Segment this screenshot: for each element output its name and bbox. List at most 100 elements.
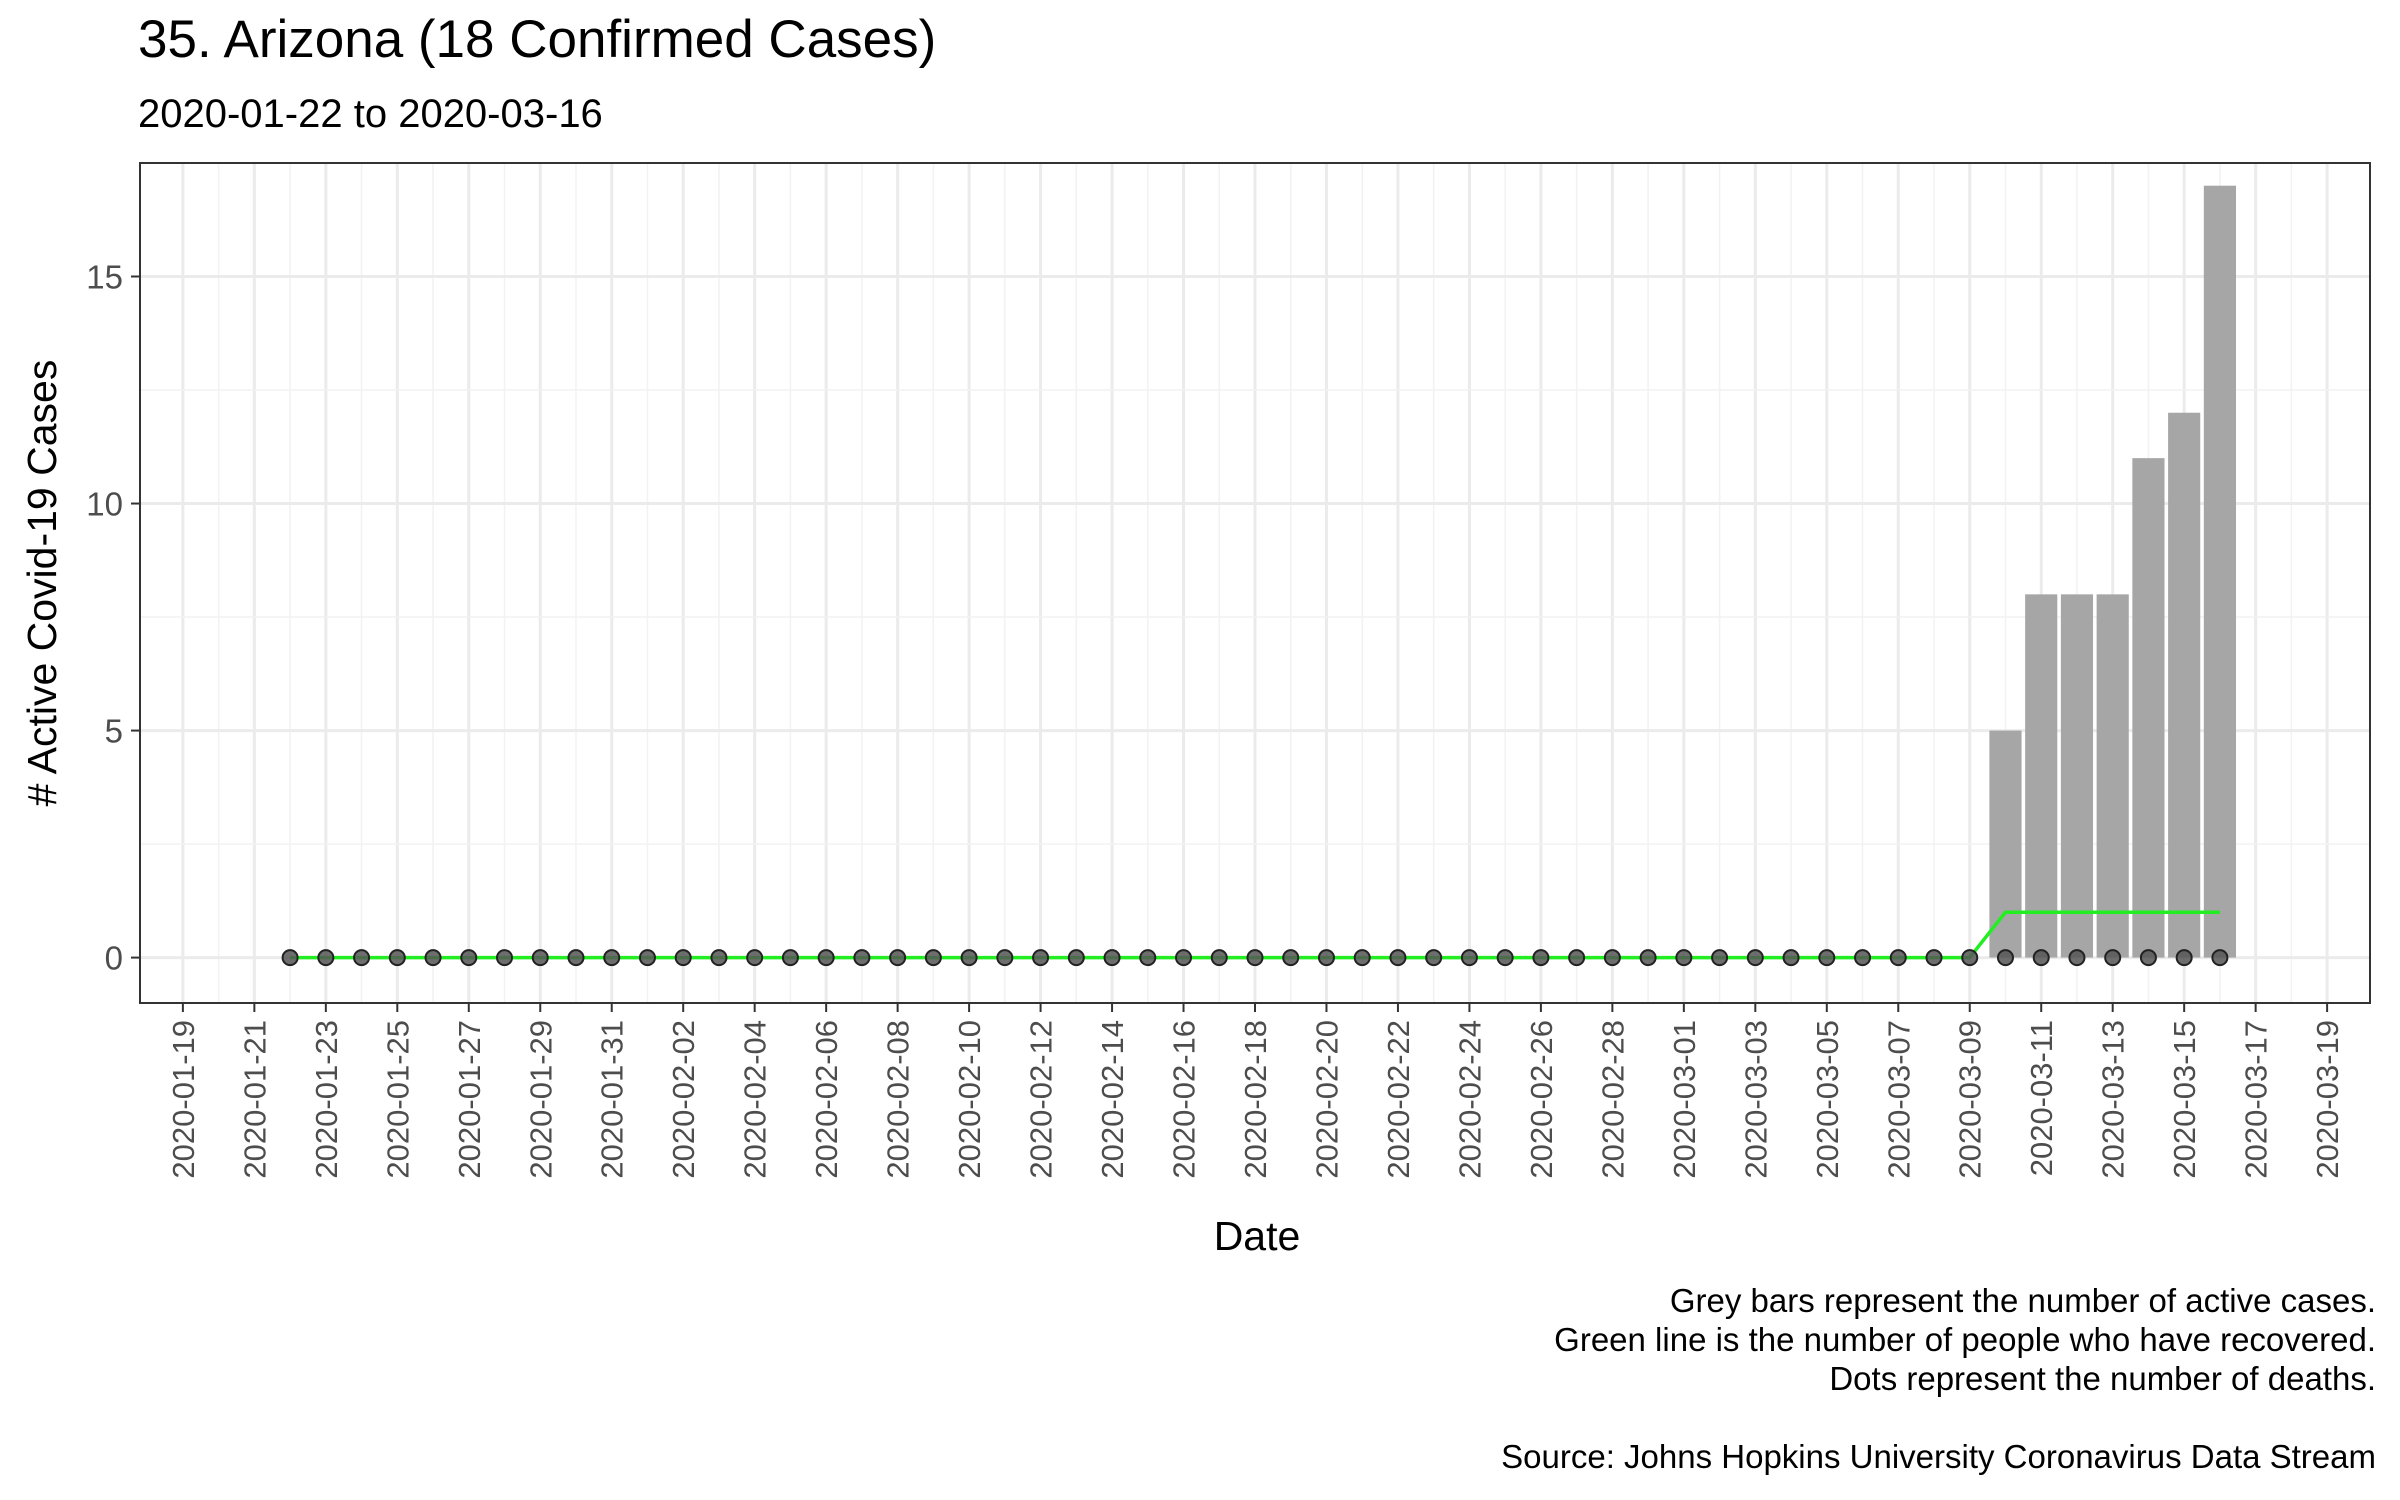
death-point xyxy=(1460,949,1478,967)
death-point xyxy=(1210,949,1228,967)
death-point xyxy=(638,949,656,967)
y-tick-label: 0 xyxy=(105,940,123,977)
active-cases-bar xyxy=(2096,594,2129,958)
y-tick-label: 10 xyxy=(86,486,123,523)
death-point xyxy=(781,949,799,967)
y-axis: 0 5 10 15 xyxy=(86,259,140,977)
x-tick-label: 2020-01-27 xyxy=(452,1020,487,1179)
y-axis-title: # Active Covid-19 Cases xyxy=(19,360,65,807)
death-point xyxy=(746,949,764,967)
x-tick-label: 2020-03-19 xyxy=(2310,1020,2345,1179)
death-point xyxy=(1746,949,1764,967)
caption-line: Source: Johns Hopkins University Coronav… xyxy=(1501,1438,2376,1475)
death-point xyxy=(1067,949,1085,967)
death-point xyxy=(710,949,728,967)
death-point xyxy=(1854,949,1872,967)
death-point xyxy=(996,949,1014,967)
death-point xyxy=(1996,949,2014,967)
death-point xyxy=(1818,949,1836,967)
x-tick-label: 2020-03-11 xyxy=(2024,1020,2059,1176)
caption: Grey bars represent the number of active… xyxy=(1501,1282,2376,1475)
death-point xyxy=(353,949,371,967)
x-axis: 2020-01-19 2020-01-21 2020-01-23 2020-01-25… xyxy=(166,1003,2345,1179)
death-point xyxy=(1103,949,1121,967)
x-tick-label: 2020-02-18 xyxy=(1238,1020,1273,1179)
y-tick-label: 5 xyxy=(105,713,123,750)
death-point xyxy=(1032,949,1050,967)
x-tick-label: 2020-02-28 xyxy=(1595,1020,1630,1179)
death-point xyxy=(424,949,442,967)
caption-line: Dots represent the number of deaths. xyxy=(1829,1360,2376,1397)
death-point xyxy=(817,949,835,967)
death-point xyxy=(1675,949,1693,967)
death-point xyxy=(1603,949,1621,967)
death-point xyxy=(1317,949,1335,967)
death-point xyxy=(674,949,692,967)
death-point xyxy=(1961,949,1979,967)
death-point xyxy=(317,949,335,967)
x-tick-label: 2020-02-06 xyxy=(809,1020,844,1179)
x-tick-label: 2020-01-31 xyxy=(595,1020,630,1179)
x-tick-label: 2020-02-24 xyxy=(1452,1020,1487,1179)
x-tick-label: 2020-03-05 xyxy=(1810,1020,1845,1179)
x-tick-label: 2020-01-25 xyxy=(380,1020,415,1179)
death-point xyxy=(2104,949,2122,967)
x-tick-label: 2020-02-26 xyxy=(1524,1020,1559,1179)
y-tick-label: 15 xyxy=(86,259,123,296)
death-point xyxy=(960,949,978,967)
grid xyxy=(140,162,2370,1003)
active-cases-bar xyxy=(2025,594,2058,958)
death-point xyxy=(1711,949,1729,967)
death-point xyxy=(1353,949,1371,967)
caption-line: Green line is the number of people who h… xyxy=(1554,1321,2376,1358)
death-point xyxy=(1532,949,1550,967)
death-point xyxy=(603,949,621,967)
death-point xyxy=(1639,949,1657,967)
death-point xyxy=(1175,949,1193,967)
active-cases-bar xyxy=(2060,594,2094,958)
death-point xyxy=(889,949,907,967)
bars-group xyxy=(1989,185,2236,958)
chart-subtitle: 2020-01-22 to 2020-03-16 xyxy=(138,92,603,136)
x-tick-label: 2020-01-19 xyxy=(166,1020,201,1179)
death-point xyxy=(1925,949,1943,967)
x-tick-label: 2020-03-03 xyxy=(1738,1020,1773,1179)
death-point xyxy=(388,949,406,967)
death-point xyxy=(853,949,871,967)
caption-line: Grey bars represent the number of active… xyxy=(1670,1282,2376,1319)
death-point xyxy=(1389,949,1407,967)
x-tick-label: 2020-02-22 xyxy=(1381,1020,1416,1179)
x-tick-label: 2020-02-08 xyxy=(881,1020,916,1179)
death-point xyxy=(1246,949,1264,967)
death-point xyxy=(924,949,942,967)
death-point xyxy=(1496,949,1514,967)
death-point xyxy=(2175,949,2193,967)
death-point xyxy=(1139,949,1157,967)
death-point xyxy=(567,949,585,967)
death-point xyxy=(1282,949,1300,967)
death-point xyxy=(2211,949,2229,967)
x-tick-label: 2020-02-04 xyxy=(738,1020,773,1179)
death-point xyxy=(1782,949,1800,967)
death-point xyxy=(281,949,299,967)
x-tick-label: 2020-01-21 xyxy=(237,1020,272,1179)
x-tick-label: 2020-03-07 xyxy=(1881,1020,1916,1179)
x-tick-label: 2020-02-16 xyxy=(1167,1020,1202,1179)
x-tick-label: 2020-03-09 xyxy=(1953,1020,1988,1179)
active-cases-bar xyxy=(2203,185,2236,958)
death-point xyxy=(1568,949,1586,967)
x-tick-label: 2020-02-14 xyxy=(1095,1020,1130,1179)
death-point xyxy=(1889,949,1907,967)
death-point xyxy=(2139,949,2157,967)
death-point xyxy=(496,949,514,967)
death-point xyxy=(460,949,478,967)
x-axis-title: Date xyxy=(1214,1213,1301,1259)
deaths-points-group xyxy=(281,949,2229,967)
x-tick-label: 2020-01-29 xyxy=(523,1020,558,1179)
x-tick-label: 2020-02-12 xyxy=(1024,1020,1059,1179)
active-cases-bar xyxy=(2132,458,2165,958)
x-tick-label: 2020-03-13 xyxy=(2096,1020,2131,1179)
active-cases-bar xyxy=(2168,412,2201,958)
death-point xyxy=(531,949,549,967)
